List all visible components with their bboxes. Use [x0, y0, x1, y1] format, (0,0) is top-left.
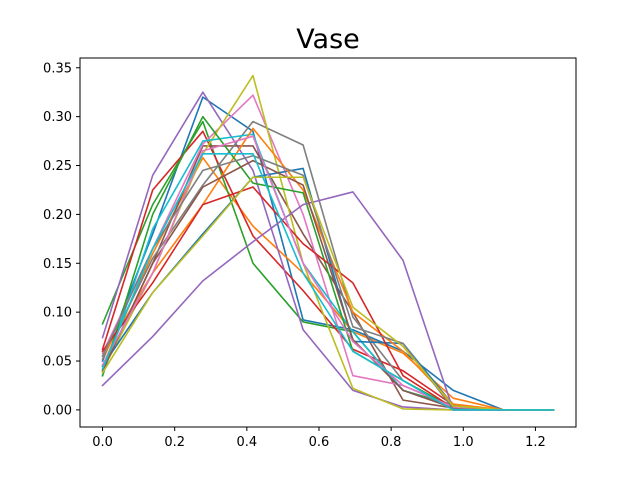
x-axis-ticks: 0.0 0.2 0.4 0.6 0.8 1.0 1.2: [92, 427, 546, 450]
x-tick-label: 1.0: [453, 435, 474, 450]
y-tick-label: 0.05: [43, 355, 72, 370]
y-tick-label: 0.15: [43, 257, 72, 272]
series-layer: [101, 74, 555, 411]
y-axis-ticks: 0.00 0.05 0.10 0.15 0.20 0.25 0.30 0.35: [43, 61, 80, 418]
x-tick-label: 0.0: [92, 435, 113, 450]
y-tick-label: 0.00: [43, 403, 72, 418]
series-line-20: [101, 152, 555, 411]
series-line-19: [101, 176, 555, 411]
y-tick-label: 0.20: [43, 208, 72, 223]
x-tick-label: 0.8: [381, 435, 402, 450]
y-tick-label: 0.30: [43, 110, 72, 125]
x-tick-label: 0.2: [164, 435, 185, 450]
x-tick-label: 0.6: [309, 435, 330, 450]
x-tick-label: 0.4: [236, 435, 257, 450]
y-tick-label: 0.10: [43, 306, 72, 321]
plot-frame: [79, 57, 577, 428]
chart-title: Vase: [296, 24, 360, 55]
x-tick-label: 1.2: [525, 435, 546, 450]
y-tick-label: 0.25: [43, 159, 72, 174]
y-tick-label: 0.35: [43, 61, 72, 76]
